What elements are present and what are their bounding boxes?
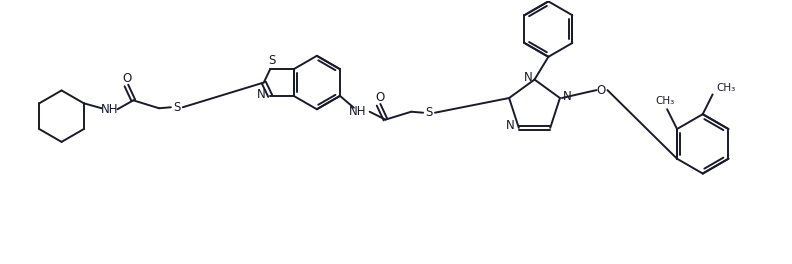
Text: N: N bbox=[562, 89, 571, 102]
Text: N: N bbox=[524, 71, 533, 84]
Text: O: O bbox=[123, 72, 132, 85]
Text: S: S bbox=[268, 54, 276, 67]
Text: N: N bbox=[257, 88, 265, 101]
Text: S: S bbox=[425, 106, 432, 119]
Text: CH₃: CH₃ bbox=[717, 83, 736, 93]
Text: NH: NH bbox=[349, 105, 367, 118]
Text: S: S bbox=[173, 101, 181, 114]
Text: NH: NH bbox=[101, 103, 118, 116]
Text: N: N bbox=[505, 119, 514, 133]
Text: O: O bbox=[375, 91, 384, 104]
Text: CH₃: CH₃ bbox=[656, 96, 675, 106]
Text: O: O bbox=[597, 84, 606, 97]
